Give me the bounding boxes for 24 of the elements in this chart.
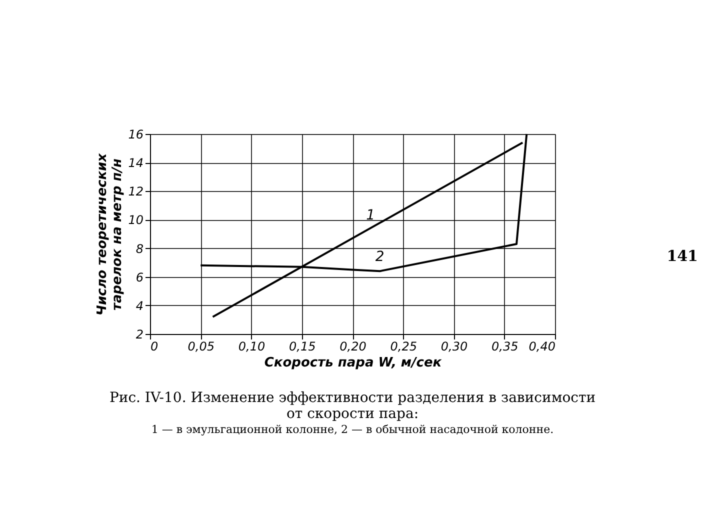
text: 141	[666, 247, 698, 265]
y-axis-title: Число теоретических тарелок на метр п/н	[95, 152, 126, 316]
y-tick-label: 4	[136, 298, 144, 313]
y-tick-label: 8	[136, 242, 144, 256]
y-tick-label: 12	[128, 184, 144, 199]
x-tick-label: 0,35	[492, 340, 518, 354]
y-tick-label: 14	[128, 156, 144, 170]
series-label: 1	[366, 208, 376, 224]
text: 1 — в эмульгационной колонне, 2 — в обычной насадочной колонне.	[151, 423, 554, 436]
x-tick-label: 0,40	[528, 340, 556, 354]
y-tick-label: 10	[128, 213, 144, 228]
x-tick-label: 0,30	[440, 340, 468, 354]
x-tick-label: 0,20	[340, 340, 367, 354]
y-tick-label: 6	[136, 270, 144, 284]
x-tick-label: 0,15	[289, 340, 316, 354]
text: Рис. IV-10. Изменение эффективности разделения в зависимости от скорости пара:	[109, 390, 596, 422]
y-tick-label: 2	[136, 328, 144, 342]
x-tick-label: 0,10	[238, 340, 266, 354]
series-label: 2	[375, 249, 384, 266]
x-tick-label: 0	[150, 340, 158, 354]
y-tick-label: 16	[128, 128, 144, 142]
x-axis-title: Скорость пара W, м/сек	[264, 356, 443, 370]
x-tick-label: 0,05	[188, 340, 214, 354]
x-tick-label: 0,25	[390, 340, 417, 354]
